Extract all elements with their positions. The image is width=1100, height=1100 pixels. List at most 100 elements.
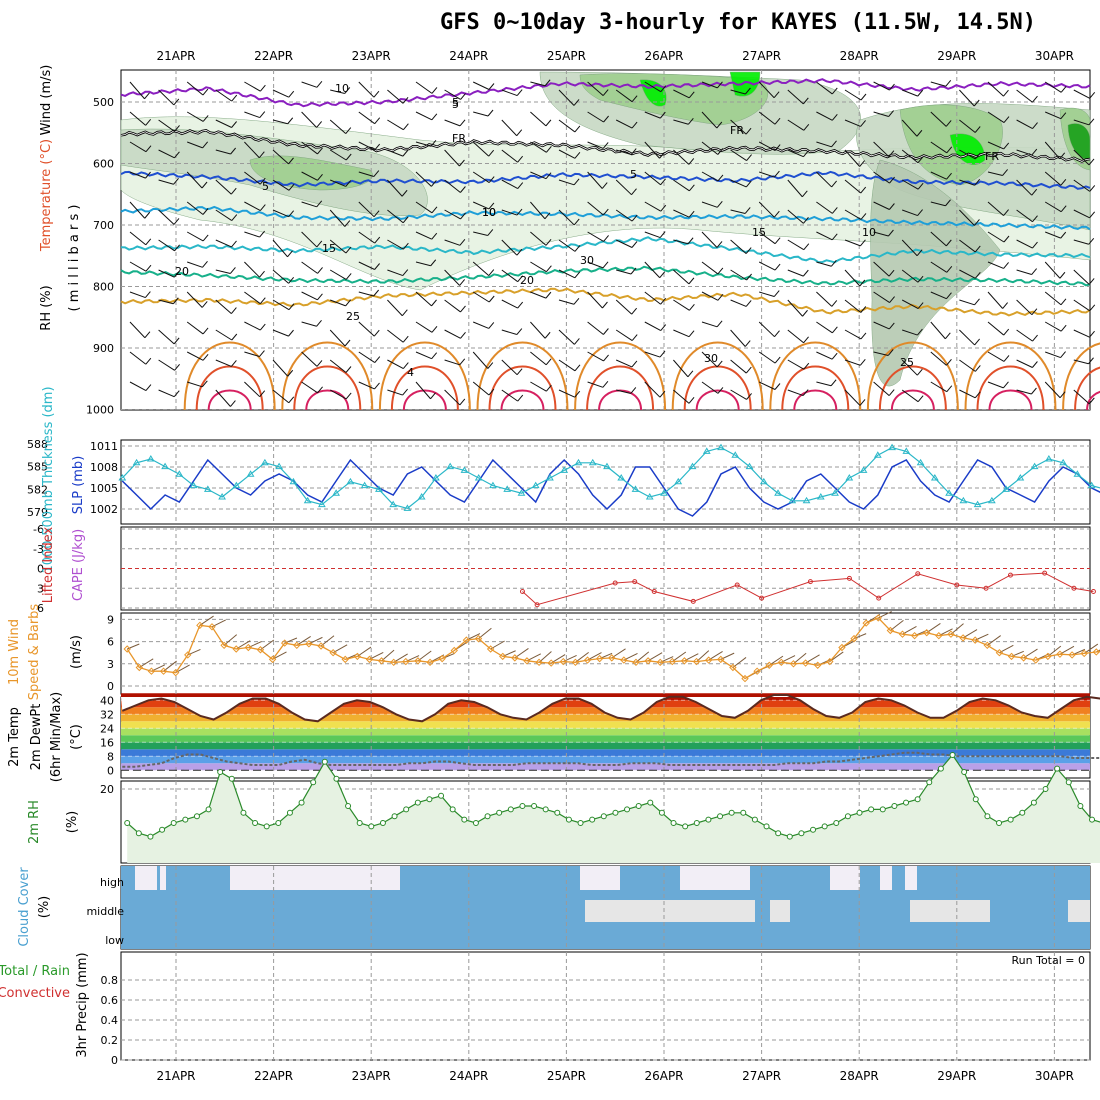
wind-speed-point <box>196 621 204 630</box>
upper-barb-flag <box>831 300 838 307</box>
temp-tick: 24 <box>100 722 114 735</box>
wind-speed-point <box>862 619 870 627</box>
cloud-mid-block <box>585 900 745 922</box>
upper-barb-flag <box>345 366 352 373</box>
date-label-bottom: 27APR <box>742 1069 781 1083</box>
thickness-point <box>603 462 611 470</box>
upper-barb-flag <box>201 181 208 189</box>
rh-point <box>728 809 735 816</box>
upper-barb <box>387 329 404 343</box>
upper-barb-flag <box>830 259 837 267</box>
upper-barb-flag <box>202 88 209 96</box>
upper-barb <box>1044 261 1061 279</box>
upper-barb-flag <box>459 119 466 127</box>
upper-barb-flag <box>1088 237 1095 245</box>
upper-barb <box>187 381 203 388</box>
upper-barb-flag <box>1003 209 1009 216</box>
lifted-index-point <box>1090 589 1096 595</box>
upper-barb-flag <box>402 362 409 369</box>
upper-barb <box>472 291 490 303</box>
wind-speed-point <box>874 614 882 622</box>
upper-barb-flag <box>573 99 580 106</box>
rh-point <box>717 813 724 820</box>
upper-barb-flag <box>488 269 495 276</box>
upper-barb-flag <box>1060 231 1067 239</box>
upper-barb <box>730 239 747 254</box>
upper-barb <box>473 111 489 117</box>
thickness-point <box>1030 462 1039 470</box>
thickness-point <box>318 500 326 508</box>
rh-point <box>205 806 212 813</box>
thickness-point <box>161 462 169 470</box>
wind-speed-point <box>426 658 434 667</box>
upper-barb-flag <box>916 368 923 376</box>
wind-barb <box>926 623 941 634</box>
upper-barb <box>616 149 632 156</box>
upper-barb <box>816 81 833 95</box>
upper-barb <box>387 89 404 104</box>
upper-barb <box>644 81 662 93</box>
thickness-point <box>930 474 939 481</box>
upper-barb <box>358 291 374 297</box>
wind-barb <box>768 655 784 666</box>
upper-barb-flag <box>717 174 724 182</box>
upper-barb <box>730 209 746 214</box>
upper-barb <box>787 359 805 370</box>
upper-barb-flag <box>687 237 694 245</box>
upper-barb-flag <box>516 89 523 96</box>
upper-barb-flag <box>288 329 294 337</box>
upper-barb-flag <box>488 388 495 396</box>
upper-barb <box>558 209 575 226</box>
upper-barb <box>587 111 604 123</box>
upper-barb-flag <box>659 271 666 279</box>
wind-speed-point <box>377 657 386 665</box>
wind-speed-point <box>571 658 580 667</box>
rh-point <box>170 820 177 826</box>
upper-barb <box>158 389 175 398</box>
warm-loop-4-0 <box>574 341 667 411</box>
upper-barb <box>329 119 347 134</box>
contour-label-19: 10 <box>482 206 496 219</box>
upper-barb <box>644 351 661 358</box>
upper-barb <box>959 119 976 133</box>
rh-point <box>461 816 468 823</box>
upper-barb <box>444 179 461 193</box>
wind-barb <box>235 640 251 650</box>
wind-barb <box>732 657 747 668</box>
rh-point <box>321 758 328 765</box>
upper-barb-flag <box>803 362 810 370</box>
upper-barb-flag <box>202 208 209 215</box>
wind-speed-point <box>838 643 846 652</box>
upper-barb <box>186 201 204 215</box>
warm-loop-1-1 <box>293 365 362 411</box>
upper-barb-flag <box>144 331 151 339</box>
upper-barb <box>787 239 805 251</box>
upper-barb-flag <box>488 176 495 183</box>
upper-barb <box>758 321 775 338</box>
rh-point <box>1042 786 1049 792</box>
thickness-tick: 579 <box>27 506 48 519</box>
upper-barb-flag <box>974 245 981 253</box>
warm-loop-3-0 <box>476 341 569 411</box>
cloud-high-gap <box>270 866 390 890</box>
upper-barb <box>158 89 175 106</box>
upper-barb <box>158 329 175 345</box>
upper-barb <box>1044 381 1061 399</box>
upper-barb <box>759 171 775 178</box>
rh-point <box>449 806 456 813</box>
upper-barb <box>186 291 203 308</box>
upper-barb <box>415 351 432 360</box>
pressure-tick: 500 <box>93 96 114 109</box>
upper-barb <box>730 179 747 188</box>
upper-barb <box>1045 231 1061 239</box>
date-label-top: 30APR <box>1035 49 1074 63</box>
upper-barb <box>816 291 833 307</box>
thickness-point <box>203 485 212 492</box>
upper-barb <box>358 321 375 337</box>
upper-barb <box>873 381 890 396</box>
temp-band <box>121 742 1090 750</box>
upper-barb <box>730 149 747 161</box>
upper-barb <box>301 231 318 248</box>
upper-barb-flag <box>345 180 352 187</box>
upper-barb-flag <box>860 306 867 313</box>
